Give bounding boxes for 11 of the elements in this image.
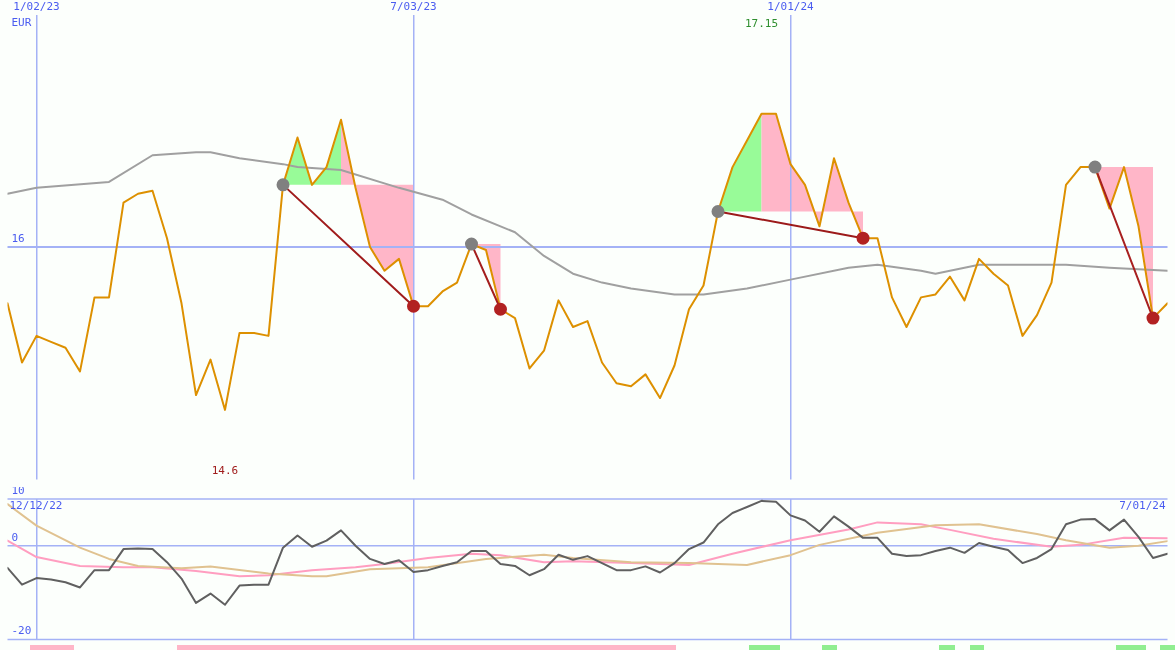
x-tick-label: 1/01/24 — [767, 0, 815, 14]
text: 14.6 — [211, 463, 239, 477]
x-tick-label: 7/03/23 — [390, 0, 437, 14]
y-tick-label: 0 — [11, 530, 19, 544]
text: 17.15 — [744, 16, 779, 30]
y-tick-label: -20 — [11, 624, 32, 638]
annotation: 12/12/22 — [9, 499, 63, 513]
y-axis-title: EUR — [11, 15, 32, 29]
x-tick-label: 1/02/23 — [13, 0, 60, 14]
annotation: 7/01/24 — [1119, 499, 1166, 513]
annotation: 16 — [11, 232, 25, 246]
